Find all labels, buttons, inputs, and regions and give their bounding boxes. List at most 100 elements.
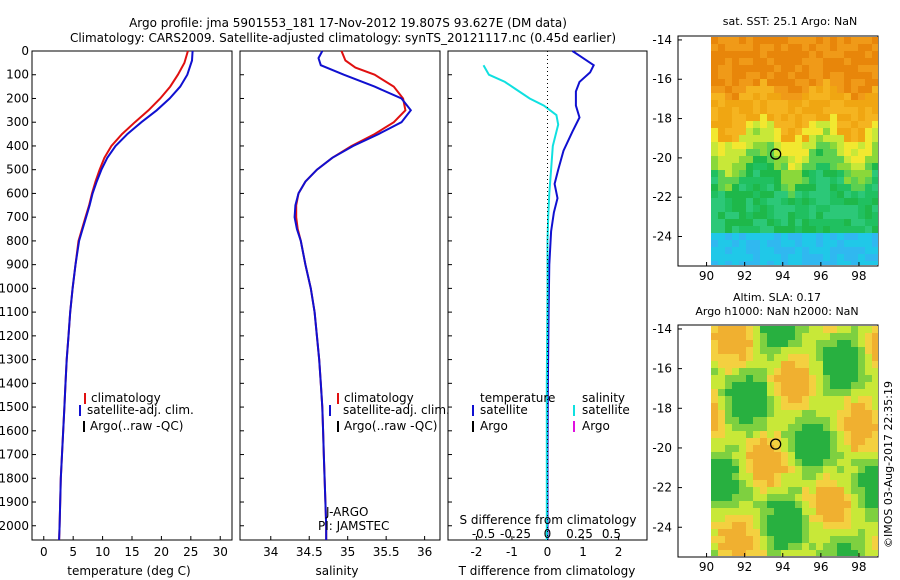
sst-cell <box>732 37 739 44</box>
sst-cell <box>851 205 858 212</box>
sst-cell <box>809 44 816 51</box>
sst-cell <box>830 86 837 93</box>
sst-cell <box>823 191 830 198</box>
sla-cell <box>879 340 886 347</box>
sst-cell <box>739 44 746 51</box>
sst-cell <box>816 191 823 198</box>
x-tick-label: 36 <box>417 545 432 559</box>
sst-cell <box>879 135 886 142</box>
sla-cell <box>830 326 837 333</box>
sla-cell <box>788 389 795 396</box>
sst-cell <box>767 114 774 121</box>
sla-cell <box>837 438 844 445</box>
sla-cell <box>795 333 802 340</box>
sst-cell <box>760 107 767 114</box>
sst-cell <box>711 233 718 240</box>
sla-cell <box>718 375 725 382</box>
sst-cell <box>767 121 774 128</box>
sst-cell <box>774 240 781 247</box>
sst-cell <box>844 79 851 86</box>
sst-cell <box>781 226 788 233</box>
sla-cell <box>872 438 878 445</box>
sst-cell <box>830 135 837 142</box>
sst-cell <box>809 107 816 114</box>
sst-cell <box>830 156 837 163</box>
sla-cell <box>781 431 788 438</box>
sst-cell <box>760 198 767 205</box>
sla-cell <box>858 368 865 375</box>
sla-cell <box>823 417 830 424</box>
sst-cell <box>725 254 732 261</box>
sst-cell <box>858 107 865 114</box>
map-x-tick-label: 94 <box>775 560 790 574</box>
sst-cell <box>879 44 886 51</box>
sla-cell <box>851 340 858 347</box>
sst-cell <box>732 79 739 86</box>
sla-cell <box>879 550 886 557</box>
sla-cell <box>816 333 823 340</box>
sla-cell <box>851 417 858 424</box>
sla-cell <box>809 536 816 543</box>
sst-cell <box>767 191 774 198</box>
sst-cell <box>809 205 816 212</box>
sst-cell <box>795 58 802 65</box>
sst-cell <box>809 184 816 191</box>
sla-cell <box>809 529 816 536</box>
sla-cell <box>851 501 858 508</box>
sst-cell <box>837 254 844 261</box>
sst-cell <box>760 240 767 247</box>
sst-cell <box>746 135 753 142</box>
sla-cell <box>795 508 802 515</box>
map-x-tick-label: 96 <box>813 560 828 574</box>
sla-cell <box>718 347 725 354</box>
sla-cell <box>760 389 767 396</box>
sla-cell <box>844 536 851 543</box>
sla-cell <box>865 550 872 556</box>
sst-cell <box>781 254 788 261</box>
sst-cell <box>879 198 886 205</box>
sst-cell <box>830 177 837 184</box>
sst-cell <box>844 212 851 219</box>
sla-cell <box>718 494 725 501</box>
sst-cell <box>739 107 746 114</box>
sst-cell <box>718 198 725 205</box>
sla-cell <box>718 354 725 361</box>
sla-cell <box>802 389 809 396</box>
sst-cell <box>753 142 760 149</box>
sla-cell <box>872 494 878 501</box>
sla-cell <box>746 501 753 508</box>
sla-cell <box>718 487 725 494</box>
sla-cell <box>809 487 816 494</box>
sst-cell <box>830 128 837 135</box>
sla-cell <box>851 396 858 403</box>
sst-cell <box>711 37 718 44</box>
sst-cell <box>725 233 732 240</box>
sst-cell <box>809 163 816 170</box>
sla-cell <box>788 494 795 501</box>
sla-cell <box>760 368 767 375</box>
sla-cell <box>844 326 851 333</box>
sst-cell <box>795 86 802 93</box>
sst-cell <box>809 156 816 163</box>
sla-cell <box>879 333 886 340</box>
sla-cell <box>760 473 767 480</box>
sla-cell <box>767 494 774 501</box>
sst-cell <box>865 107 872 114</box>
depth-tick-label: 100 <box>6 68 29 82</box>
sla-cell <box>816 417 823 424</box>
sst-cell <box>802 114 809 121</box>
sla-cell <box>844 494 851 501</box>
sla-cell <box>823 354 830 361</box>
sla-cell <box>844 473 851 480</box>
sla-cell <box>739 473 746 480</box>
sla-cell <box>718 431 725 438</box>
sla-cell <box>746 424 753 431</box>
sst-cell <box>809 65 816 72</box>
sst-cell <box>830 170 837 177</box>
sst-cell <box>739 156 746 163</box>
map-x-tick-label: 96 <box>813 269 828 283</box>
sst-cell <box>767 254 774 261</box>
sla-cell <box>774 536 781 543</box>
sla-cell <box>865 536 872 543</box>
sla-cell <box>760 347 767 354</box>
